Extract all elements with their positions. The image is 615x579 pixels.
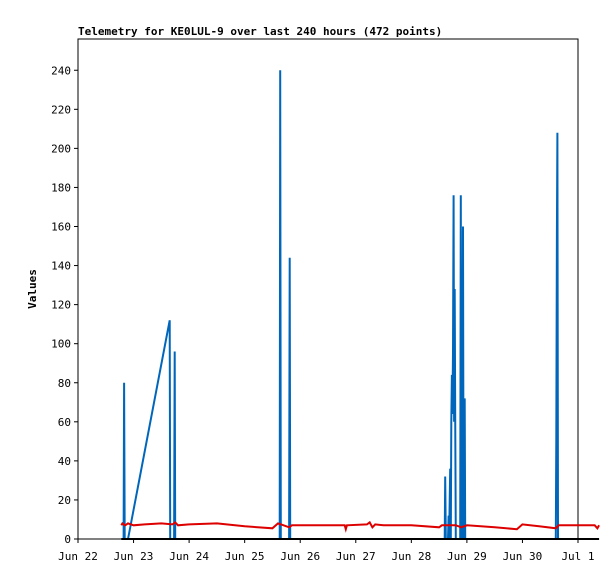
x-tick-label: Jun 24 — [169, 550, 209, 563]
y-tick-label: 80 — [58, 377, 71, 390]
x-tick-label: Jun 23 — [114, 550, 154, 563]
x-tick-label: Jul 1 — [561, 550, 594, 563]
y-tick-label: 20 — [58, 494, 71, 507]
x-tick-label: Jun 27 — [336, 550, 376, 563]
y-tick-label: 100 — [51, 338, 71, 351]
series-layer — [120, 70, 600, 540]
y-tick-label: 120 — [51, 299, 71, 312]
y-tick-label: 60 — [58, 416, 71, 429]
y-tick-label: 40 — [58, 455, 71, 468]
y-tick-label: 0 — [64, 533, 71, 546]
plot-area — [77, 38, 579, 540]
y-tick-label: 160 — [51, 221, 71, 234]
y-tick-label: 140 — [51, 260, 71, 273]
y-axis: 0 20 40 60 80 100 120 140 160 180 200 220 240 — [51, 64, 78, 546]
y-axis-label: Values — [26, 269, 39, 309]
y-tick-label: 200 — [51, 142, 71, 155]
x-axis: Jun 22 Jun 23 Jun 24 Jun 25 Jun 26 Jun 27 Jun … — [58, 539, 595, 563]
x-tick-label: Jun 28 — [391, 550, 431, 563]
y-tick-label: 240 — [51, 64, 71, 77]
y-tick-label: 220 — [51, 103, 71, 116]
chart-title: Telemetry for KE0LUL-9 over last 240 hou… — [78, 25, 442, 38]
x-tick-label: Jun 26 — [280, 550, 320, 563]
y-tick-label: 180 — [51, 181, 71, 194]
x-tick-label: Jun 25 — [225, 550, 265, 563]
x-tick-label: Jun 29 — [447, 550, 487, 563]
x-tick-label: Jun 30 — [503, 550, 543, 563]
series-line-2 — [120, 520, 600, 533]
x-tick-label: Jun 22 — [58, 550, 98, 563]
